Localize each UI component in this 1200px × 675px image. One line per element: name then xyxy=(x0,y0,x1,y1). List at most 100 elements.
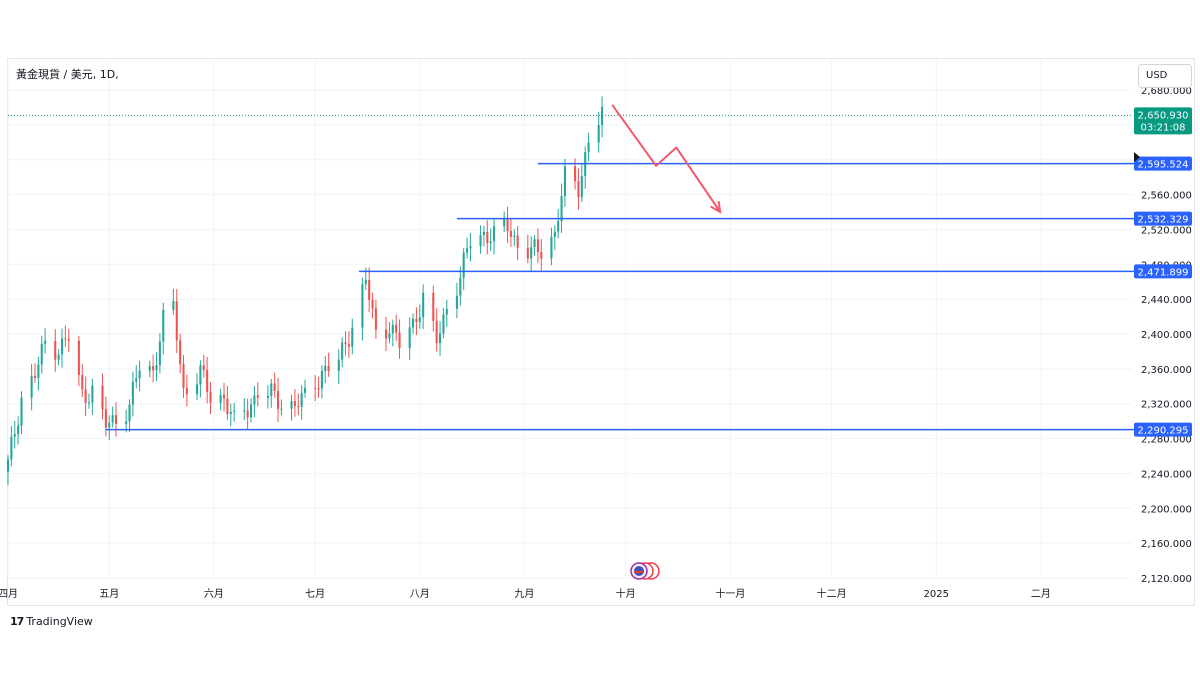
candle-body xyxy=(337,359,340,372)
candle-body xyxy=(344,342,347,345)
candle-body xyxy=(128,404,131,422)
candle-body xyxy=(17,425,20,434)
candle-body xyxy=(91,385,94,403)
candle-body xyxy=(557,221,560,232)
x-tick-label: 五月 xyxy=(99,588,119,600)
candle-body xyxy=(54,340,57,360)
candle-body xyxy=(297,406,300,408)
candle-body xyxy=(185,387,188,395)
candle-body xyxy=(459,277,462,296)
candle-body xyxy=(432,292,435,321)
candle-body xyxy=(597,125,600,143)
candle-body xyxy=(199,365,202,385)
candle-body xyxy=(30,375,33,398)
candle-body xyxy=(341,342,344,360)
candle-body xyxy=(533,239,536,248)
candle-body xyxy=(361,284,364,328)
candle-body xyxy=(509,230,512,237)
candle-body xyxy=(506,219,509,231)
x-tick-label: 六月 xyxy=(204,588,224,600)
y-tick-label: 2,280.000 xyxy=(1141,435,1192,446)
tradingview-logo-icon: 𝟭𝟳 xyxy=(10,615,24,628)
candle-body xyxy=(152,365,155,371)
candle-body xyxy=(577,181,580,198)
candle-body xyxy=(276,390,280,409)
candle-body xyxy=(418,317,421,323)
candle-body xyxy=(249,404,253,418)
candle-body xyxy=(479,235,482,247)
candle-body xyxy=(395,324,398,333)
candle-body xyxy=(550,237,553,259)
candle-body xyxy=(540,252,543,259)
candle-body xyxy=(81,374,84,390)
candle-body xyxy=(273,383,276,391)
x-tick-label: 二月 xyxy=(1031,588,1051,600)
candle-body xyxy=(233,410,236,412)
candle-body xyxy=(324,365,327,371)
candle-body xyxy=(439,333,442,344)
y-tick-label: 2,320.000 xyxy=(1141,400,1192,411)
y-tick-label: 2,200.000 xyxy=(1141,504,1192,515)
candle-body xyxy=(445,308,448,315)
candle-body xyxy=(513,235,516,237)
candle-body xyxy=(104,409,107,428)
candle-body xyxy=(293,401,296,407)
y-tick-label: 2,240.000 xyxy=(1141,469,1192,480)
y-tick-label: 2,520.000 xyxy=(1141,225,1192,236)
candle-body xyxy=(44,340,47,344)
candle-body xyxy=(391,324,394,334)
candle-body xyxy=(246,410,249,418)
candle-body xyxy=(314,387,317,389)
tradingview-brand[interactable]: 𝟭𝟳 TradingView xyxy=(10,615,93,628)
candle-body xyxy=(253,395,256,405)
candle-body xyxy=(601,106,604,126)
candle-body xyxy=(327,365,330,372)
level-price-badge xyxy=(1134,422,1192,437)
y-tick-label: 2,680.000 xyxy=(1141,86,1192,97)
brand-name: TradingView xyxy=(26,615,93,628)
candle-body xyxy=(374,308,377,330)
candle-body xyxy=(411,318,415,328)
projection-path[interactable] xyxy=(611,104,722,213)
last-price-label: 2,650.930 xyxy=(1138,110,1189,121)
y-tick-label: 2,360.000 xyxy=(1141,365,1192,376)
projection-arrowhead-icon xyxy=(710,200,722,214)
candle-body xyxy=(6,459,10,472)
candle-body xyxy=(101,385,104,410)
x-tick-label: 十月 xyxy=(616,587,636,600)
candle-body xyxy=(219,394,222,403)
candle-body xyxy=(256,395,259,398)
currency-button[interactable]: USD xyxy=(1138,64,1192,88)
candle-body xyxy=(574,166,577,182)
candle-body xyxy=(60,338,64,355)
last-price-badge xyxy=(1134,107,1192,135)
candle-body xyxy=(384,329,388,339)
candle-body xyxy=(125,421,128,424)
candle-body xyxy=(300,392,303,407)
candle-body xyxy=(442,314,445,334)
candle-body xyxy=(135,378,138,382)
y-tick-label: 2,560.000 xyxy=(1141,191,1192,202)
candle-body xyxy=(587,142,590,153)
candle-body xyxy=(536,239,539,253)
candle-body xyxy=(222,394,226,399)
level-price-badge xyxy=(1134,211,1192,226)
candle-body xyxy=(526,247,529,259)
candle-body xyxy=(415,318,418,323)
candle-body xyxy=(84,389,87,403)
level-price-badge xyxy=(1134,264,1192,279)
x-tick-label: 九月 xyxy=(514,588,534,600)
symbol-title: 黃金現貨 / 美元, 1D, xyxy=(16,68,119,81)
candle-body xyxy=(229,411,232,414)
candle-body xyxy=(266,395,269,398)
candle-body xyxy=(486,231,489,244)
candle-body xyxy=(455,295,458,309)
candle-body xyxy=(503,219,506,227)
us-flag-stripes-icon xyxy=(634,571,644,573)
candle-body xyxy=(516,235,519,248)
candle-body xyxy=(33,375,37,378)
x-tick-label: 七月 xyxy=(305,588,325,600)
candle-body xyxy=(108,422,111,428)
